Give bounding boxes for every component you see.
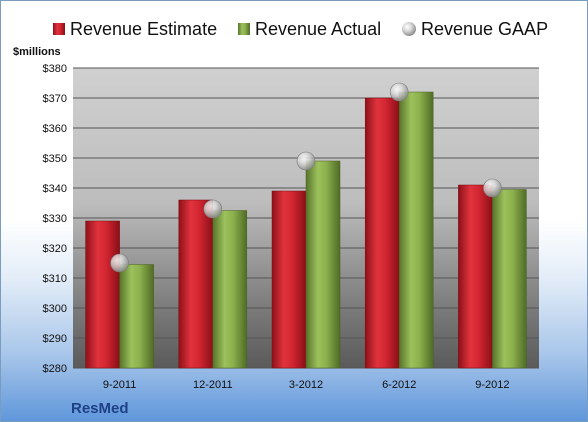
- marker-revenue-gaap: [483, 178, 502, 198]
- legend-item-revenue-gaap: Revenue GAAP: [402, 19, 548, 39]
- bar-revenue-estimate: [85, 220, 120, 369]
- x-tick-label: 6-2012: [382, 379, 416, 391]
- legend-item-revenue-actual: Revenue Actual: [238, 19, 381, 39]
- x-tick-label: 9-2012: [475, 379, 509, 391]
- marker-revenue-gaap: [389, 82, 409, 102]
- bar-revenue-actual: [212, 210, 248, 369]
- x-tick-label: 12-2011: [193, 379, 233, 391]
- x-axis-ticks: 9-2011 12-2011 3-2012 6-2012 9-2012: [103, 379, 510, 391]
- legend-label-estimate: Revenue Estimate: [70, 19, 217, 39]
- bar-revenue-actual: [305, 160, 341, 369]
- bar-revenue-actual: [492, 189, 527, 369]
- y-tick-label: $290: [43, 333, 67, 345]
- bar-revenue-actual: [119, 264, 154, 369]
- bar-revenue-estimate: [458, 184, 493, 369]
- marker-revenue-gaap: [296, 151, 316, 171]
- marker-revenue-gaap: [110, 253, 129, 273]
- legend-label-actual: Revenue Actual: [255, 19, 381, 39]
- marker-revenue-gaap: [203, 199, 223, 219]
- bar-revenue-estimate: [364, 97, 400, 369]
- y-tick-label: $360: [43, 123, 67, 135]
- y-tick-label: $340: [43, 183, 67, 195]
- y-tick-label: $320: [43, 243, 67, 255]
- y-axis-ticks: $280 $290 $300 $310 $320 $330 $340 $350 $360 $370…: [43, 63, 67, 375]
- y-tick-label: $310: [43, 273, 67, 285]
- bar-revenue-estimate: [178, 199, 214, 369]
- legend-swatch-gaap: [402, 22, 416, 36]
- legend-swatch-actual: [238, 23, 250, 35]
- legend-swatch-estimate: [53, 23, 65, 35]
- y-tick-label: $300: [43, 303, 67, 315]
- y-tick-label: $370: [43, 93, 67, 105]
- brand-label: ResMed: [71, 400, 129, 417]
- legend-label-gaap: Revenue GAAP: [421, 19, 548, 39]
- y-tick-label: $350: [43, 153, 67, 165]
- bar-revenue-estimate: [271, 190, 307, 369]
- legend: Revenue Estimate Revenue Actual Revenue …: [53, 19, 548, 39]
- gaap-markers: [110, 82, 502, 273]
- bar-revenue-actual: [398, 91, 434, 369]
- x-tick-label: 9-2011: [103, 379, 136, 391]
- y-axis-unit-label: $millions: [13, 46, 61, 58]
- legend-item-revenue-estimate: Revenue Estimate: [53, 19, 217, 39]
- x-tick-label: 3-2012: [289, 379, 323, 391]
- y-tick-label: $330: [43, 213, 67, 225]
- bars: [85, 91, 527, 369]
- y-tick-label: $280: [43, 363, 67, 375]
- y-tick-label: $380: [43, 63, 67, 75]
